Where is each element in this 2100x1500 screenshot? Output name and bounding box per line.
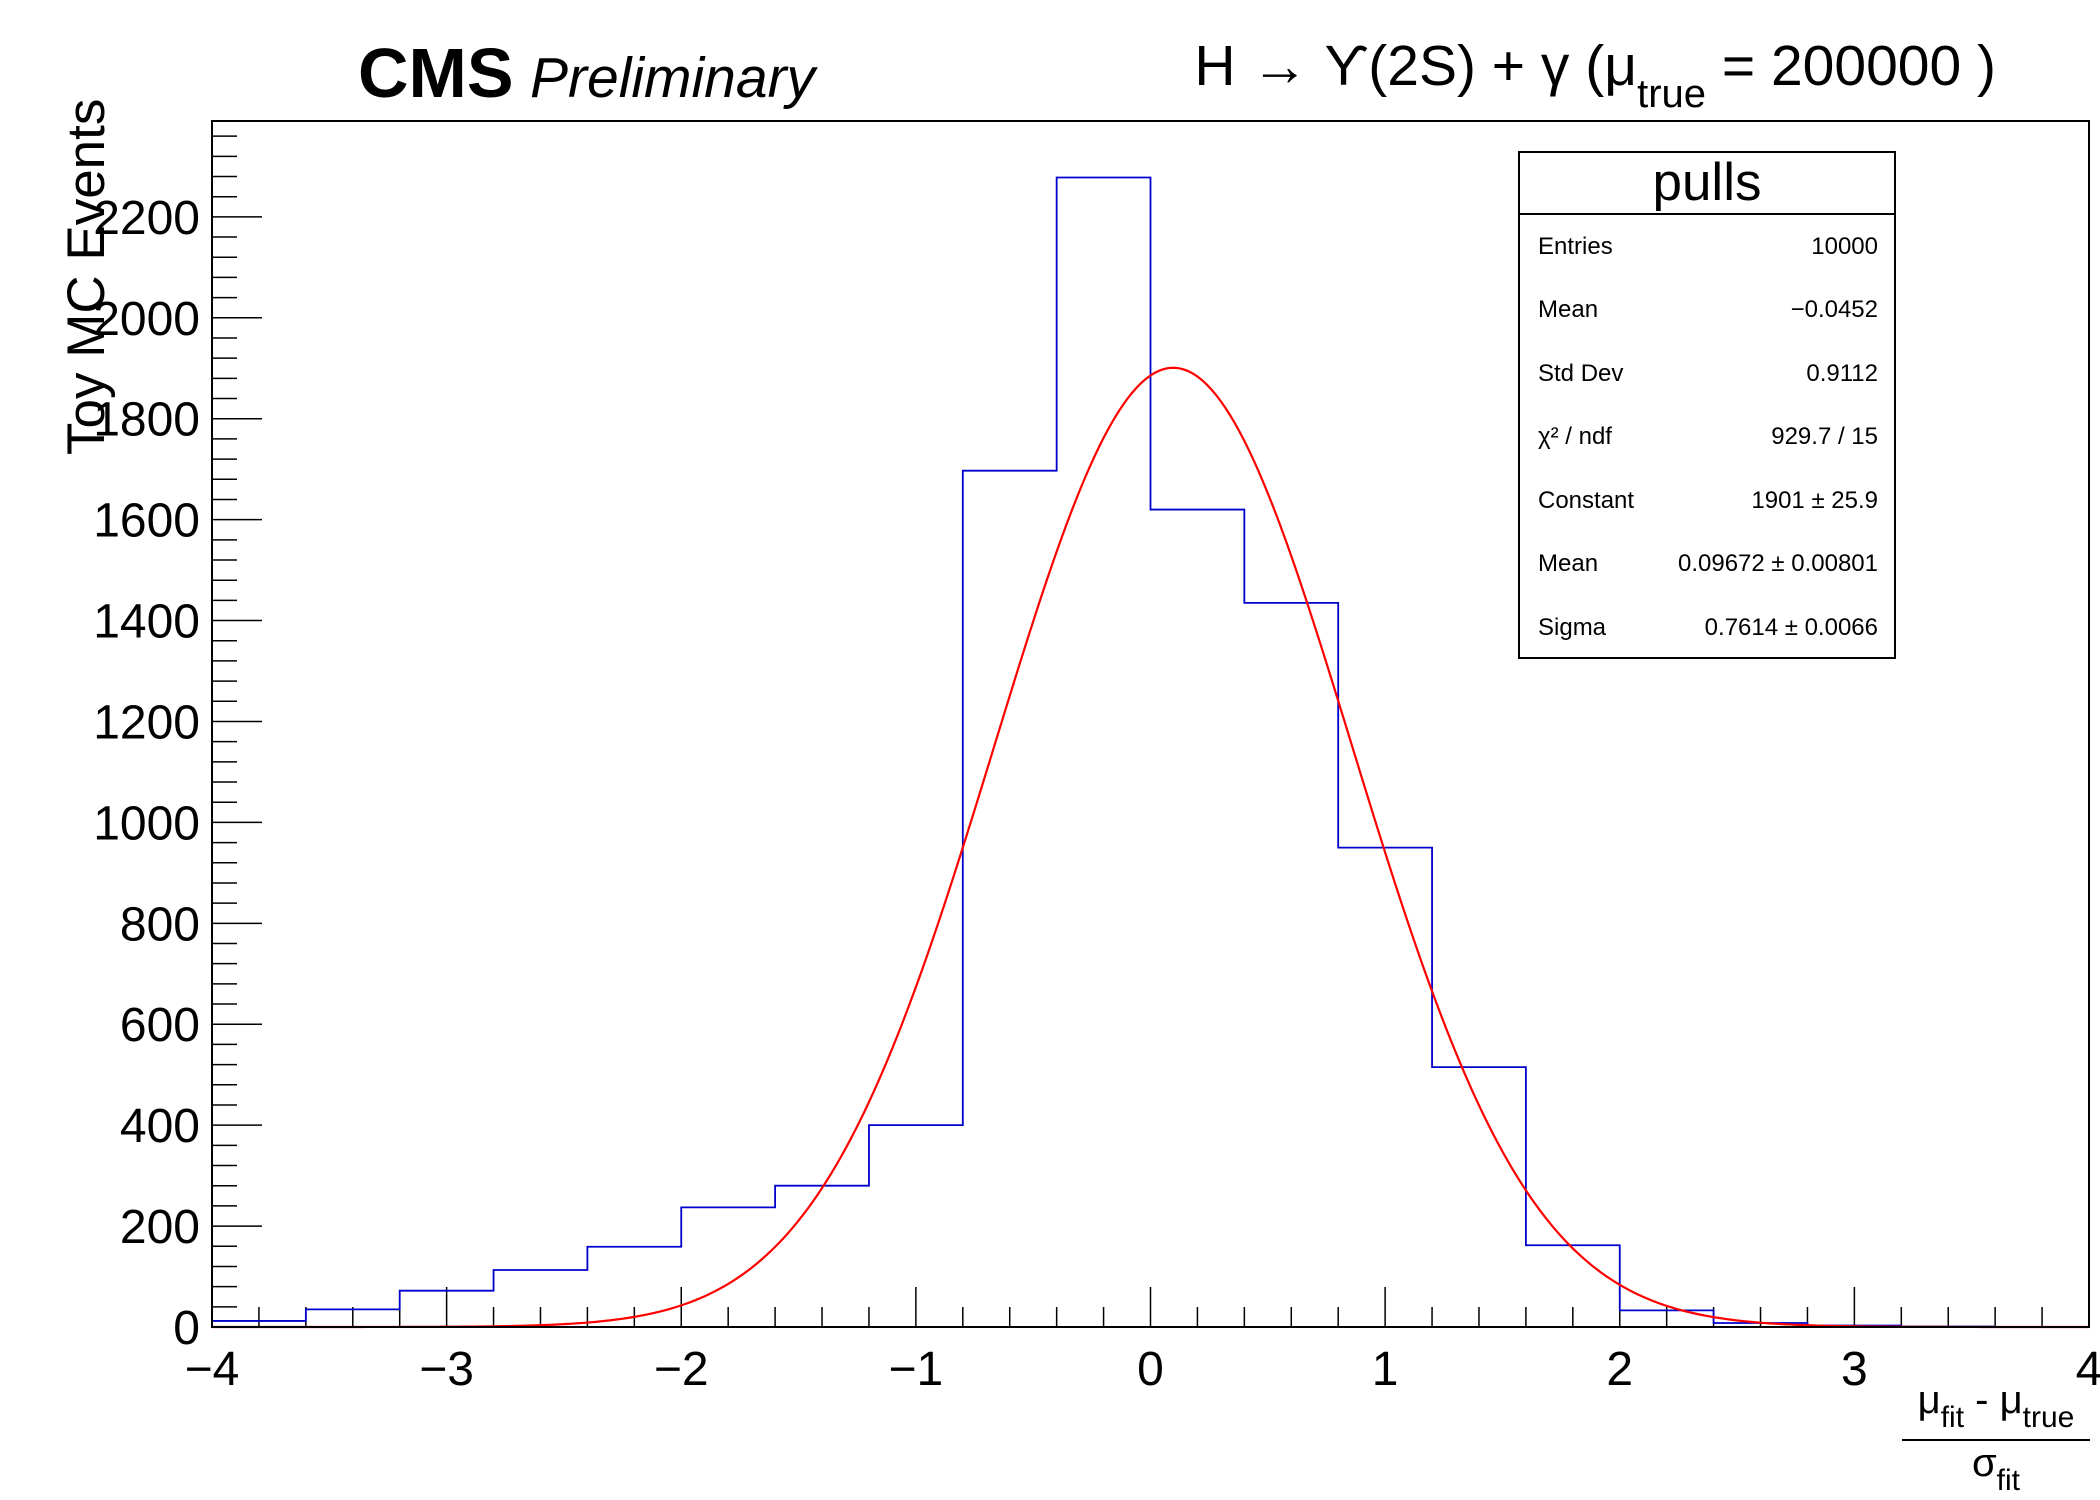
x-tick-label: 1 [1372,1343,1399,1396]
plot-title-end: = 200000 ) [1706,34,1996,98]
x-tick-label: 2 [1606,1343,1633,1396]
histogram-bin [1338,848,1432,1327]
stats-value: 929.7 / 15 [1771,423,1878,451]
histogram-bin [1057,178,1151,1327]
stats-label: Entries [1538,232,1613,260]
stats-title: pulls [1520,153,1894,215]
x-den-sigma: σ [1971,1441,1997,1485]
x-tick-label: −1 [889,1343,944,1396]
stats-row-chi2-ndf: χ² / ndf 929.7 / 15 [1520,406,1894,470]
y-axis-label: Toy MC Events [57,98,116,455]
x-tick-label: 3 [1841,1343,1868,1396]
plot-title: H → ϒ(2S) + γ (μtrue = 200000 ) [1194,38,1996,116]
x-axis-label: μfit - μtrue σfit [1902,1380,2090,1496]
preliminary-label: Preliminary [530,46,816,110]
stats-value: 10000 [1811,232,1878,260]
x-tick-label: −4 [185,1343,240,1396]
stats-row-fit-mean: Mean 0.09672 ± 0.00801 [1520,533,1894,597]
x-num-mu-fit: μ [1917,1378,1941,1422]
y-tick-label: 1400 [93,596,200,649]
cms-label: CMS [358,34,514,112]
x-axis-label-numerator: μfit - μtrue [1902,1380,2090,1433]
gaussian-fit-curve [212,366,2089,1329]
stats-value: 0.9112 [1806,359,1878,387]
tick-labels: −4 −3 −2 −1 0 1 2 3 4 0 200 400 600 800 1000 1200 1400 16… [93,192,2100,1396]
stats-label: Constant [1538,486,1635,514]
y-tick-label: 800 [120,898,200,951]
axis-ticks [211,135,2090,1328]
stats-row-sigma: Sigma 0.7614 ± 0.0066 [1520,596,1894,660]
y-tick-label: 600 [120,999,200,1052]
stats-label: Mean [1538,296,1599,324]
histogram-bin [775,1186,869,1327]
stats-label: Std Dev [1538,359,1624,387]
stats-value: 0.09672 ± 0.00801 [1677,550,1878,578]
x-tick-label: −2 [654,1343,709,1396]
x-tick-label: −3 [419,1343,474,1396]
x-axis-label-denominator: σfit [1902,1443,2090,1496]
y-tick-label: 1200 [93,696,200,749]
fraction-bar [1902,1439,2090,1441]
y-tick-label: 2200 [93,192,200,245]
y-tick-label: 400 [120,1100,200,1153]
histogram-bin [1151,510,1245,1327]
plot-title-subscript: true [1637,72,1707,116]
stats-value: 0.7614 ± 0.0066 [1704,613,1878,641]
x-num-minus-mu: - μ [1964,1378,2023,1422]
stats-box: pulls Entries 10000 Mean −0.0452 Std Dev 0.… [1518,151,1896,659]
y-tick-label: 0 [173,1302,200,1355]
y-tick-label: 1600 [93,495,200,548]
stats-value: 1901 ± 25.9 [1751,486,1878,514]
y-tick-label: 200 [120,1201,200,1254]
y-tick-label: 1000 [93,797,200,850]
x-tick-label: 4 [2076,1343,2100,1396]
stats-label: Mean [1538,550,1599,578]
stats-label: Sigma [1538,613,1607,641]
stats-value: −0.0452 [1790,296,1878,324]
stats-label: χ² / ndf [1538,423,1612,451]
stats-row-constant: Constant 1901 ± 25.9 [1520,469,1894,533]
x-den-fit-sub: fit [1996,1464,2021,1497]
x-tick-label: 0 [1137,1343,1164,1396]
histogram-bin [963,471,1057,1327]
stats-row-std-dev: Std Dev 0.9112 [1520,342,1894,406]
x-num-fit-sub: fit [1940,1401,1965,1434]
y-tick-label: 2000 [93,293,200,346]
plot-frame [211,120,2090,1328]
y-tick-label: 1800 [93,394,200,447]
x-num-true-sub: true [2022,1401,2075,1434]
stats-row-mean: Mean −0.0452 [1520,279,1894,343]
histogram-bin [1244,603,1338,1327]
stats-row-entries: Entries 10000 [1520,215,1894,279]
plot-title-main: H → ϒ(2S) + γ (μ [1194,34,1638,98]
